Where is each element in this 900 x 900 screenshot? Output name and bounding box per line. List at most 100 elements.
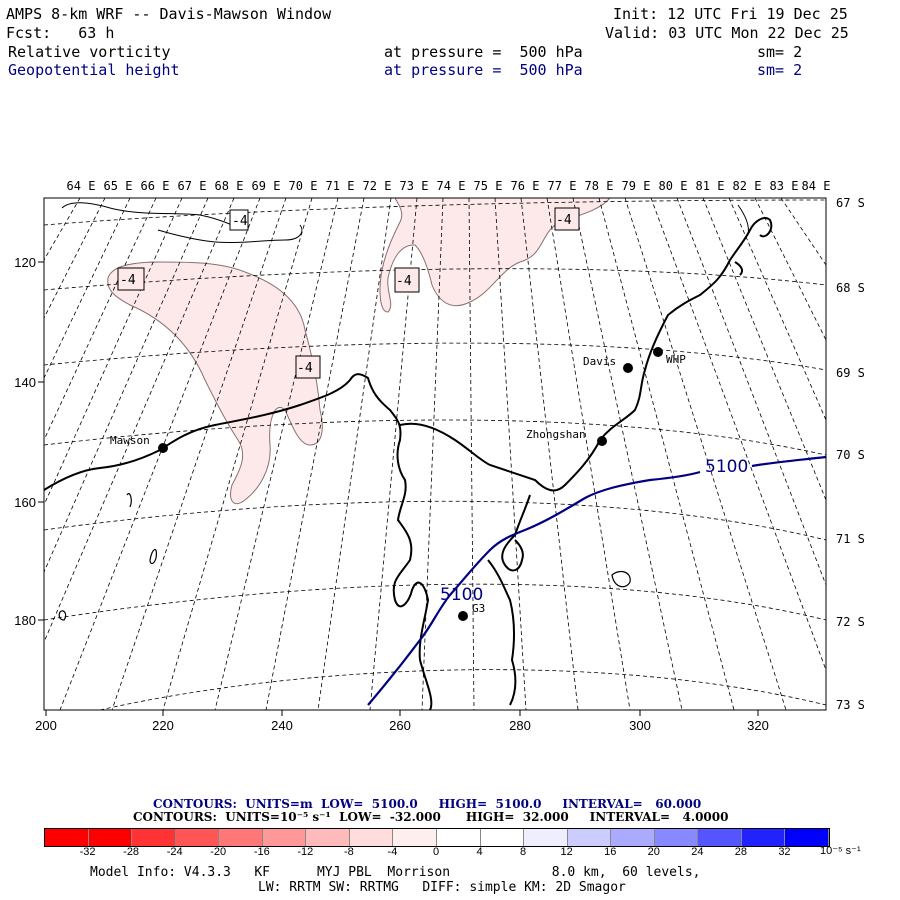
model-title: AMPS 8-km WRF -- Davis-Mawson Window	[6, 5, 332, 23]
colorbar-label: -12	[297, 846, 314, 858]
lon-label: 82 E	[733, 179, 762, 193]
field2-name: Geopotential height	[8, 61, 180, 79]
colorbar-label: 12	[560, 846, 573, 858]
vorticity-label: -4	[396, 274, 412, 289]
lon-label: 75 E	[474, 179, 503, 193]
field1-name: Relative vorticity	[8, 43, 171, 61]
init-time: Init: 12 UTC Fri 19 Dec 25	[613, 5, 848, 23]
vorticity-contour-info: CONTOURS: UNITS=10⁻⁵ s⁻¹ LOW= -32.000 HI…	[133, 810, 729, 824]
colorbar-swatch	[437, 829, 481, 846]
colorbar-swatch	[741, 829, 786, 846]
latitude-lines	[43, 199, 827, 711]
colorbar-label: -32	[79, 846, 96, 858]
station-label: Davis	[583, 355, 616, 368]
x-axis-label: 240	[271, 718, 293, 733]
lon-label: 68 E	[215, 179, 244, 193]
vorticity-region-west	[107, 261, 323, 505]
lon-label: 83 E	[770, 179, 799, 193]
lon-label: 70 E	[289, 179, 318, 193]
x-axis-label: 220	[152, 718, 174, 733]
lon-label: 81 E	[696, 179, 725, 193]
map-frame	[43, 197, 827, 711]
height-labels: 5100 5100	[440, 457, 748, 605]
lon-label: 66 E	[141, 179, 170, 193]
forecast-hour: Fcst: 63 h	[6, 24, 115, 42]
x-axis-label: 280	[509, 718, 531, 733]
lon-label: 76 E	[511, 179, 540, 193]
vorticity-label: -4	[556, 213, 572, 228]
station-label: Mawson	[110, 434, 150, 447]
colorbar-label: 24	[691, 846, 704, 858]
colorbar-swatch	[698, 829, 742, 846]
lon-label: 78 E	[585, 179, 614, 193]
coast-main	[43, 373, 433, 711]
colorbar-swatch	[88, 829, 133, 846]
coast-south	[487, 559, 517, 706]
valid-time: Valid: 03 UTC Mon 22 Dec 25	[605, 24, 849, 42]
x-axis-label: 320	[747, 718, 769, 733]
lon-label: 71 E	[326, 179, 355, 193]
negative-vorticity-regions	[107, 197, 612, 505]
x-axis-label: 260	[389, 718, 411, 733]
height-contour-5100	[367, 455, 827, 706]
colorbar-swatch	[611, 829, 655, 846]
colorbar	[44, 828, 830, 847]
colorbar-label: 28	[734, 846, 747, 858]
lat-label: 69 S	[836, 366, 865, 380]
y-axis-label: 160	[14, 495, 36, 510]
islands	[58, 493, 631, 621]
lat-label: 70 S	[836, 448, 865, 462]
colorbar-label: -16	[253, 846, 270, 858]
lon-label: 69 E	[252, 179, 281, 193]
colorbar-swatch	[393, 829, 437, 846]
colorbar-label: 32	[778, 846, 791, 858]
colorbar-label: -24	[166, 846, 183, 858]
colorbar-swatch	[480, 829, 525, 846]
lon-label: 77 E	[548, 179, 577, 193]
height-label: 5100	[705, 457, 748, 477]
x-axis-label: 300	[629, 718, 651, 733]
colorbar-swatch	[306, 829, 350, 846]
colorbar-swatch	[45, 829, 89, 846]
station-marker	[597, 436, 607, 446]
station-marker	[653, 347, 663, 357]
coast-inlet	[501, 494, 531, 572]
x-axis-label: 200	[35, 718, 57, 733]
lat-label: 73 S	[836, 698, 865, 712]
x-axis-labels: 200 220 240 260 280 300 320	[35, 718, 769, 733]
y-axis-label: 180	[14, 613, 36, 628]
colorbar-label: 0	[432, 846, 440, 858]
lat-label: 71 S	[836, 532, 865, 546]
lon-label: 74 E	[437, 179, 466, 193]
field2-smoothing: sm= 2	[757, 61, 803, 79]
vorticity-label: -4	[232, 214, 248, 229]
colorbar-swatch	[524, 829, 568, 846]
colorbar-label: -8	[343, 846, 354, 858]
colorbar-unit: 10⁻⁵ s⁻¹	[820, 845, 861, 857]
field1-smoothing: sm= 2	[757, 43, 803, 61]
station-marker	[623, 363, 633, 373]
height-contour-info: CONTOURS: UNITS=m LOW= 5100.0 HIGH= 5100…	[153, 797, 702, 811]
height-label: 5100	[440, 585, 483, 605]
station-label: WHP	[666, 353, 686, 366]
colorbar-label: 8	[520, 846, 527, 858]
colorbar-label: -4	[387, 846, 398, 858]
station-marker	[458, 611, 468, 621]
colorbar-labels: -32 -28 -24 -20 -16 -12 -8 -4 0 4 8 12 16 20 24 28 32	[44, 846, 828, 860]
colorbar-swatch	[785, 829, 829, 846]
lon-label: 80 E	[659, 179, 688, 193]
colorbar-swatch	[567, 829, 612, 846]
lon-label: 73 E	[400, 179, 429, 193]
colorbar-label: 16	[604, 846, 617, 858]
vorticity-label: -4	[120, 273, 136, 288]
lat-label: 68 S	[836, 281, 865, 295]
vorticity-contours-other	[61, 202, 749, 244]
lat-label: 72 S	[836, 615, 865, 629]
colorbar-swatch	[262, 829, 307, 846]
y-axis-label: 120	[14, 255, 36, 270]
colorbar-label: 4	[476, 846, 483, 858]
latitude-labels: 67 S 68 S 69 S 70 S 71 S 72 S 73 S	[836, 196, 865, 712]
colorbar-swatch	[175, 829, 220, 846]
lon-label: 65 E	[104, 179, 133, 193]
lon-label: 79 E	[622, 179, 651, 193]
